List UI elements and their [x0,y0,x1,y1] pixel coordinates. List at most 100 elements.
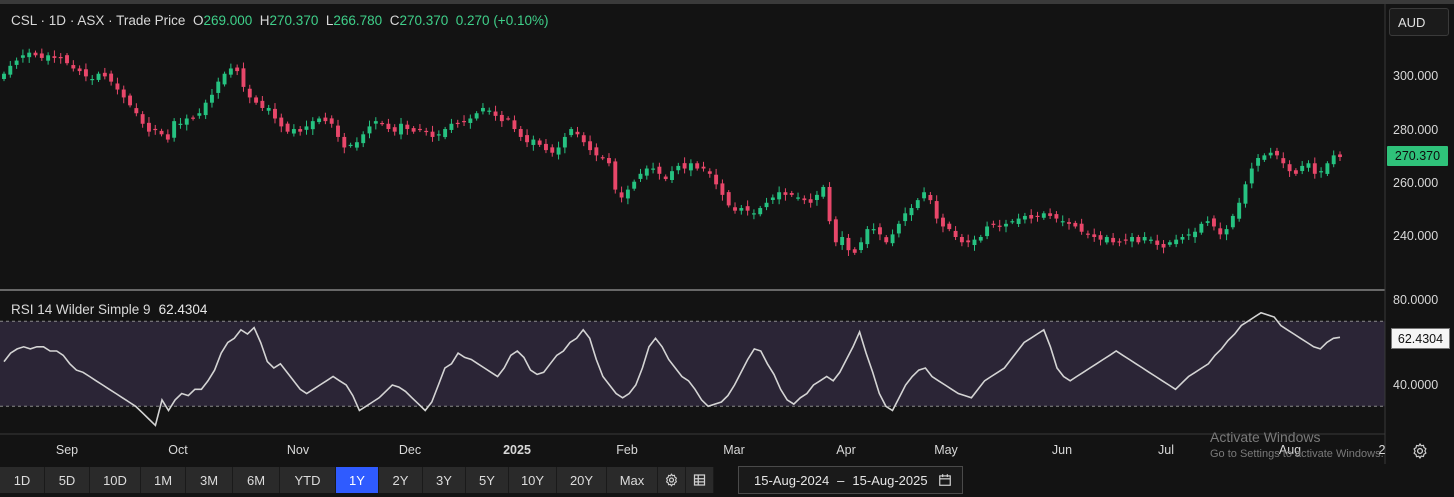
candle-body [1130,237,1134,242]
candle-body [682,163,687,169]
candle-body [1048,213,1053,216]
candle-body [1205,221,1210,223]
candle-body [651,168,656,170]
x-tick-dec: Dec [398,443,422,457]
candle-body [260,100,265,108]
candle-body [184,118,189,125]
rsi-header: RSI 14 Wilder Simple 9 62.4304 [11,302,207,317]
range-5y-button[interactable]: 5Y [466,467,509,493]
candle-body [758,208,763,215]
candle-body [959,237,964,243]
range-ytd-button[interactable]: YTD [280,467,336,493]
range-1d-button[interactable]: 1D [0,467,45,493]
candle-body [871,229,876,231]
candle-body [39,53,44,58]
candle-body [1319,171,1324,173]
candle-body [348,144,353,147]
candle-body [733,207,737,211]
candle-body [323,117,328,122]
range-10y-button[interactable]: 10Y [509,467,557,493]
candle-body [644,168,649,176]
candle-body [1193,231,1198,238]
range-5d-button[interactable]: 5D [45,467,90,493]
candle-body [172,121,177,138]
candle-body [997,225,1002,227]
currency-dropdown[interactable]: AUD [1389,8,1449,36]
x-tick-apr: Apr [836,443,856,457]
x-tick-jul: Jul [1158,443,1174,457]
candle-body [518,129,523,137]
rsi-value: 62.4304 [158,302,208,317]
chart-canvas[interactable] [0,4,1454,466]
range-2y-button[interactable]: 2Y [379,467,423,493]
candle-body [317,118,322,123]
candle-body [802,198,807,201]
candle-body [663,176,668,180]
candle-body [720,183,725,195]
candle-body [884,237,889,243]
candle-body [14,60,19,65]
calendar-icon [938,474,951,486]
gear-icon [666,473,677,487]
candle-body [941,217,945,227]
price-y-tick: 240.000 [1393,229,1439,243]
price-pane [2,48,1342,256]
rsi-y-tick: 40.0000 [1393,378,1439,392]
range-10d-button[interactable]: 10D [90,467,141,493]
price-type: Trade Price [116,13,186,28]
candle-body [342,136,347,148]
range-1y-button[interactable]: 1Y [336,467,379,493]
candle-body [569,129,574,136]
chart-settings-button[interactable] [658,467,686,493]
range-3y-button[interactable]: 3Y [423,467,466,493]
x-tick-may: May [934,443,958,457]
x-tick-nov: Nov [286,443,310,457]
candle-body [1079,223,1084,232]
candle-body [613,161,618,190]
candle-body [1224,229,1229,235]
x-tick-mar: Mar [723,443,745,457]
currency-label: AUD [1398,14,1426,30]
candle-body [588,141,593,151]
price-y-tick: 280.000 [1393,123,1439,137]
x-tick-sep: Sep [55,443,79,457]
candle-body [329,118,334,124]
table-icon [693,474,706,486]
candle-body [1256,158,1261,166]
settings-gear-icon[interactable] [1411,442,1429,460]
last-price-label: 270.370 [1387,146,1448,166]
range-20y-button[interactable]: 20Y [557,467,607,493]
candle-body [1287,164,1292,172]
range-max-button[interactable]: Max [607,467,658,493]
date-separator: – [837,472,845,488]
range-3m-button[interactable]: 3M [186,467,233,493]
range-6m-button[interactable]: 6M [233,467,280,493]
candle-body [336,125,340,137]
candle-body [134,108,139,114]
candle-body [777,192,782,200]
candle-body [909,208,914,216]
candle-body [1148,239,1153,241]
rsi-pane [0,311,1385,427]
range-1m-button[interactable]: 1M [141,467,186,493]
x-tick-feb: Feb [616,443,638,457]
data-table-button[interactable] [686,467,714,493]
candle-body [480,107,485,112]
candle-body [695,163,700,169]
candle-body [1281,158,1286,164]
exchange: ASX [77,13,105,28]
candle-body [1085,233,1090,235]
date-from: 15-Aug-2024 [754,472,830,488]
candle-body [8,65,13,75]
candle-body [878,227,882,235]
candle-body [1262,155,1267,160]
date-range-picker[interactable]: 15-Aug-2024 – 15-Aug-2025 [738,466,963,494]
candle-body [279,117,284,127]
candle-body [928,194,933,201]
candle-body [550,147,555,153]
rsi-title: RSI 14 Wilder Simple 9 [11,302,151,317]
candle-body [701,166,706,169]
candle-body [1300,165,1305,172]
candle-body [20,55,25,58]
separator: · [69,13,75,28]
